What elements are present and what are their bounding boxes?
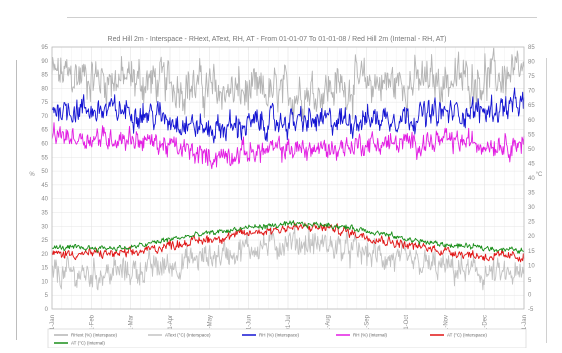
y-tick-right: 55 bbox=[528, 132, 535, 138]
y-tick-left: 55 bbox=[41, 155, 48, 161]
chart-container: Red Hill 2m - Interspace - RHext, AText,… bbox=[18, 26, 544, 348]
legend-item: AT (°C) (Internal) bbox=[71, 341, 105, 346]
legend-item: RH (%) (Interspace) bbox=[259, 333, 300, 338]
y-tick-right: 50 bbox=[528, 147, 535, 153]
y-tick-left: 75 bbox=[41, 100, 48, 106]
right-divider bbox=[546, 58, 547, 343]
series-layer bbox=[51, 47, 525, 291]
y-tick-left: 90 bbox=[41, 59, 48, 65]
y-axis-label-right: °C bbox=[536, 172, 543, 178]
series-line bbox=[51, 222, 525, 263]
y-tick-left: 85 bbox=[41, 73, 48, 79]
x-tick: 01-Dec bbox=[483, 315, 489, 334]
y-tick-right: 15 bbox=[528, 249, 535, 255]
y-tick-right: 20 bbox=[528, 234, 535, 240]
series-line bbox=[51, 47, 525, 125]
y-tick-left: 25 bbox=[41, 238, 48, 244]
series-line bbox=[51, 122, 525, 170]
y-tick-left: 40 bbox=[41, 197, 48, 203]
y-tick-left: 20 bbox=[41, 252, 48, 258]
y-tick-right: 75 bbox=[528, 74, 535, 80]
y-tick-right: 5 bbox=[528, 278, 532, 284]
series-line bbox=[51, 225, 525, 291]
legend-item: AT (°C) (Interspace) bbox=[447, 333, 487, 338]
chart-svg: Red Hill 2m - Interspace - RHext, AText,… bbox=[18, 26, 544, 348]
x-tick: 01-Jul bbox=[286, 315, 292, 331]
y-tick-right: 35 bbox=[528, 191, 535, 197]
y-tick-right: 60 bbox=[528, 118, 535, 124]
x-tick: 01-Jan bbox=[50, 315, 56, 333]
legend: RHext (%) (Interspace) AText (°C) (Inters… bbox=[54, 333, 487, 346]
x-tick: 01-Feb bbox=[89, 314, 95, 334]
legend-box bbox=[47, 328, 527, 348]
right-axis: -5 0 5 10 15 20 25 30 35 40 45 50 55 60 65 70 75 80 85 bbox=[528, 45, 535, 313]
y-tick-right: 40 bbox=[528, 176, 535, 182]
y-tick-right: 0 bbox=[528, 292, 532, 298]
series-line bbox=[51, 220, 524, 254]
left-axis: 0 5 10 15 20 25 30 35 40 45 50 55 60 65 70 75 80 85 90 95 bbox=[41, 45, 48, 313]
chart-title: Red Hill 2m - Interspace - RHext, AText,… bbox=[108, 36, 447, 43]
y-tick-left: 35 bbox=[41, 210, 48, 216]
y-tick-left: 45 bbox=[41, 183, 48, 189]
y-tick-left: 60 bbox=[41, 142, 48, 148]
y-tick-left: 30 bbox=[41, 224, 48, 230]
y-axis-label-left: % bbox=[29, 172, 35, 178]
x-tick: 01-Jan bbox=[522, 315, 528, 333]
y-tick-left: 65 bbox=[41, 128, 48, 134]
x-tick: 01-May bbox=[207, 315, 213, 335]
y-tick-right: 45 bbox=[528, 161, 535, 167]
y-tick-right: 80 bbox=[528, 60, 535, 66]
y-tick-right: 70 bbox=[528, 89, 535, 95]
x-tick: 01-Sep bbox=[365, 314, 371, 334]
y-tick-right: 85 bbox=[528, 45, 535, 51]
y-tick-left: 5 bbox=[45, 293, 49, 299]
x-tick: 01-Apr bbox=[168, 315, 174, 333]
left-divider bbox=[16, 60, 17, 340]
y-tick-left: 95 bbox=[41, 45, 48, 51]
y-tick-right: 65 bbox=[528, 103, 535, 109]
y-tick-right: 30 bbox=[528, 205, 535, 211]
series-line bbox=[51, 87, 525, 144]
legend-item: RHext (%) (Interspace) bbox=[71, 333, 118, 338]
top-divider bbox=[67, 17, 537, 18]
chart-background bbox=[18, 26, 544, 348]
y-tick-left: 0 bbox=[45, 307, 49, 313]
x-tick: 01-Jun bbox=[247, 315, 253, 333]
x-tick: 01-Oct bbox=[404, 315, 410, 333]
x-tick: 01-Mar bbox=[129, 315, 135, 334]
y-tick-left: 10 bbox=[41, 279, 48, 285]
legend-item: RH (%) (Internal) bbox=[353, 333, 388, 338]
y-tick-right: 25 bbox=[528, 220, 535, 226]
y-tick-right: 10 bbox=[528, 263, 535, 269]
y-tick-left: 15 bbox=[41, 266, 48, 272]
x-axis: 01-Jan 01-Feb 01-Mar 01-Apr 01-May 01-Jun 01-J… bbox=[50, 314, 528, 335]
y-tick-left: 50 bbox=[41, 169, 48, 175]
y-tick-left: 80 bbox=[41, 86, 48, 92]
x-tick: 01-Aug bbox=[325, 315, 331, 334]
y-tick-left: 70 bbox=[41, 114, 48, 120]
x-tick: 01-Nov bbox=[443, 315, 449, 334]
y-tick-right: -5 bbox=[528, 307, 534, 313]
plot-frame bbox=[51, 46, 525, 310]
legend-item: AText (°C) (Interspace) bbox=[165, 333, 211, 338]
